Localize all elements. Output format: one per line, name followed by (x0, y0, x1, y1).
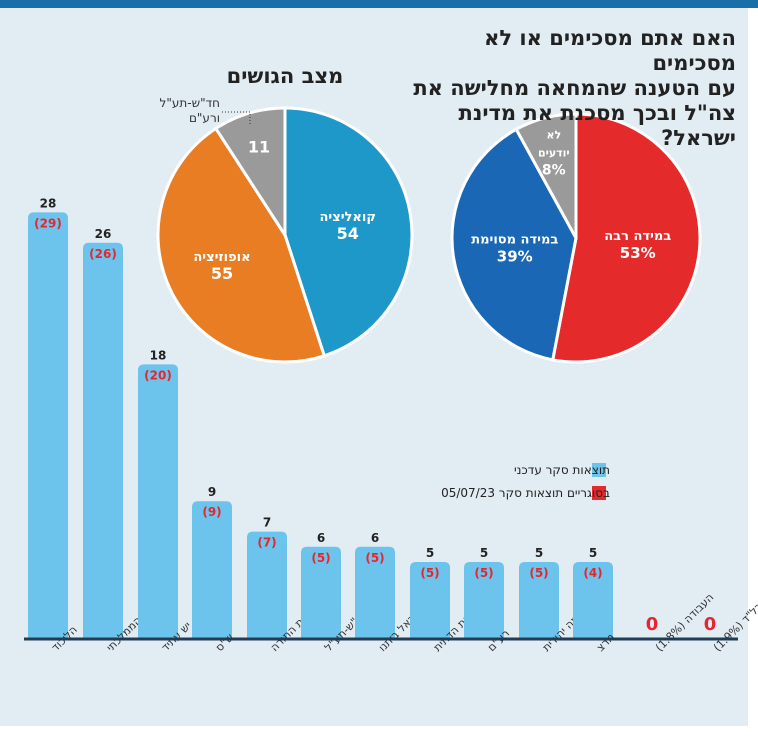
note-line: ורע"ם (188, 111, 220, 125)
bar-value-label: 28 (40, 196, 57, 210)
bar-value-label: 6 (371, 531, 379, 545)
bar-previous-label: (20) (144, 368, 172, 382)
top-rule (0, 0, 758, 8)
bar-value-label: 5 (535, 546, 543, 560)
bar (83, 242, 123, 639)
note-line: חד"ש-תע"ל (159, 96, 220, 110)
bar-value-label: 6 (317, 531, 325, 545)
blocs-slice-label: 54 (337, 224, 359, 243)
agree-slice-label: 8% (542, 163, 566, 179)
title-line: צה"ל ובכך מסכנת את מדינת ישראל? (458, 101, 736, 150)
blocs-note: חד"ש-תע"ל ורע"ם (120, 96, 220, 126)
agree-slice-label: לא (546, 129, 561, 142)
bar-value-label: 0 (704, 614, 717, 635)
blocs-slice-label: אופוזיציה (193, 250, 250, 265)
blocs-slice (283, 106, 414, 358)
bar-value-label: 5 (426, 546, 434, 560)
bar (573, 562, 613, 638)
agree-slice-label: 39% (497, 248, 533, 266)
bar (519, 562, 559, 638)
legend-current: תוצאות סקר עדכני (513, 463, 610, 477)
bar-value-label: 5 (589, 546, 597, 560)
title-line: עם הטענה שהמחאה מחלישה את (413, 76, 736, 100)
legend-swatch-current (592, 463, 606, 477)
bar-value-label: 9 (208, 485, 216, 499)
bar-value-label: 18 (150, 348, 167, 362)
survey-question-title: האם אתם מסכימים או לא מסכימים עם הטענה ש… (406, 26, 736, 151)
bar-previous-label: (5) (420, 566, 439, 580)
blocs-pie-title: מצב הגושים (226, 64, 344, 88)
legend-swatch-previous (592, 486, 606, 500)
agree-slice (551, 112, 702, 364)
blocs-slice-label: 11 (248, 137, 270, 156)
bar-previous-label: (5) (529, 566, 548, 580)
category-label: בל"ד (1.9%) (711, 600, 758, 654)
bar (138, 364, 178, 638)
bar-previous-label: (26) (89, 247, 117, 261)
blocs-slice (156, 126, 327, 364)
legend-previous: בסוגריים תוצאות סקר 05/07/23 (441, 486, 610, 500)
note-leader-line (222, 111, 251, 125)
title-line: האם אתם מסכימים או לא מסכימים (484, 26, 736, 75)
bar-value-label: 26 (95, 227, 112, 241)
blocs-slice-label: 55 (211, 264, 233, 283)
agree-slice-label: במידה רבה (604, 229, 671, 244)
blocs-slice (213, 106, 287, 241)
blocs-slice-label: קואליציה (319, 210, 375, 225)
bar-value-label: 5 (480, 546, 488, 560)
agree-slice (450, 127, 578, 362)
bar (28, 212, 68, 638)
agree-slice-label: 53% (620, 244, 656, 262)
bar-value-label: 7 (263, 516, 271, 530)
agree-slice-label: במידה מסוימת (471, 233, 558, 248)
bar-previous-label: (7) (257, 536, 276, 550)
agree-slice (514, 112, 578, 239)
bar-previous-label: (4) (583, 566, 602, 580)
bar (192, 501, 232, 638)
agree-slice-label: יודעים (538, 147, 570, 160)
bar (247, 531, 287, 638)
bar-previous-label: (9) (202, 505, 221, 519)
bar (355, 546, 395, 638)
bar-previous-label: (5) (474, 566, 493, 580)
bar-previous-label: (5) (311, 551, 330, 565)
bar (464, 562, 504, 638)
bar-previous-label: (5) (365, 551, 384, 565)
bar-previous-label: (29) (34, 216, 62, 230)
bar (410, 562, 450, 638)
bar (301, 546, 341, 638)
bar-value-label: 0 (646, 614, 659, 635)
